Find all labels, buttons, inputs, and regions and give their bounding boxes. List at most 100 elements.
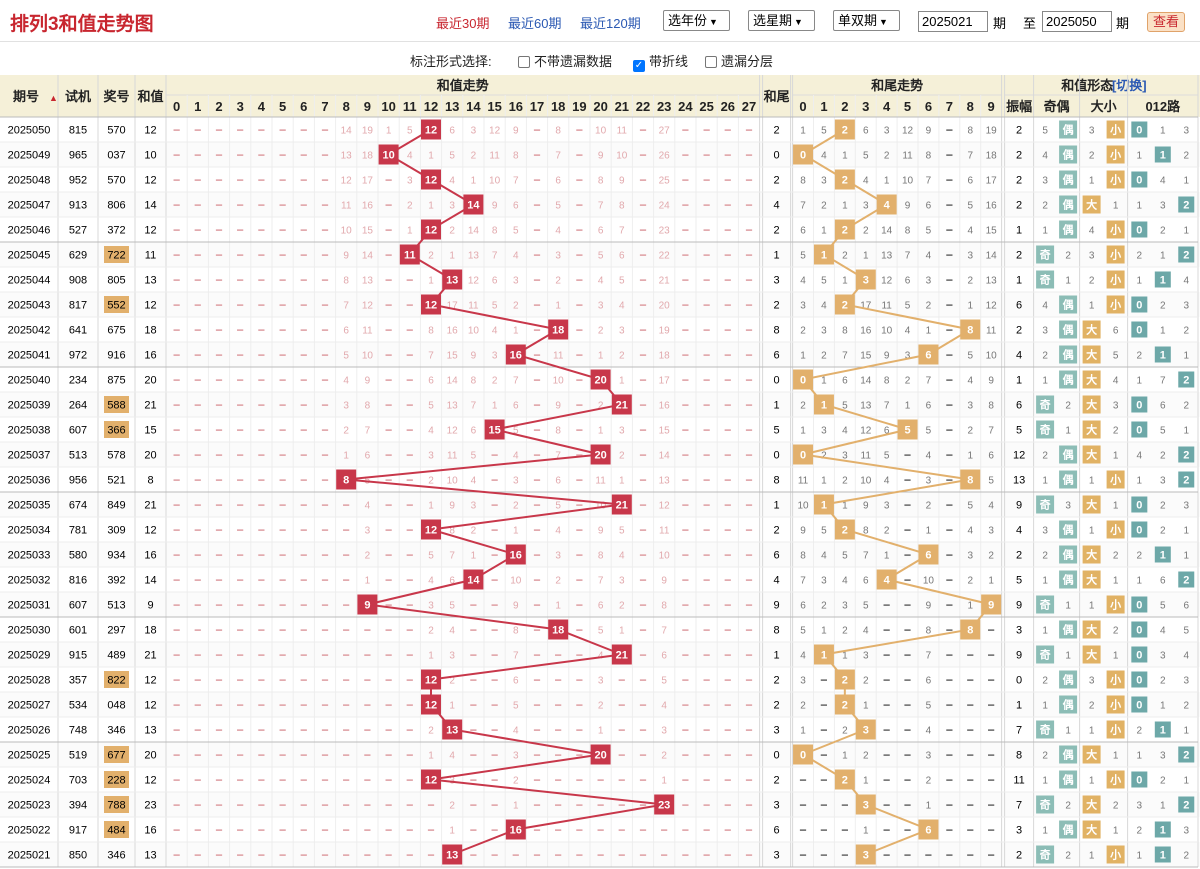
- tail-omission: 2: [967, 426, 973, 437]
- route-omission: 5: [1160, 601, 1166, 612]
- tail-marker-label: 1: [821, 400, 827, 412]
- sum-omission: ━: [724, 551, 732, 562]
- sum-omission: ━: [703, 326, 711, 337]
- draw-cell: 722: [107, 250, 125, 262]
- sum-omission: 1: [407, 226, 413, 237]
- trial-cell: 913: [69, 200, 87, 212]
- sum-omission: 22: [659, 251, 671, 262]
- sum-omission: ━: [300, 626, 308, 637]
- sum-omission: 17: [362, 176, 374, 187]
- sum-marker-label: 12: [425, 675, 437, 687]
- sum-marker: [484, 419, 505, 440]
- tail-omission: ━: [904, 801, 912, 812]
- size-omission: 1: [1113, 751, 1119, 762]
- odd-even-marker: [1059, 470, 1078, 489]
- from-period-input[interactable]: 2025021: [918, 11, 988, 32]
- trial-cell: 519: [69, 750, 87, 762]
- header-period[interactable]: 期号: [13, 89, 39, 104]
- period-cell: 2025035: [8, 500, 51, 512]
- sum-omission: ━: [491, 476, 499, 487]
- sum-marker-label: 12: [425, 300, 437, 312]
- size-label: 小: [1109, 473, 1121, 487]
- range-link-60[interactable]: 最近60期: [508, 16, 562, 31]
- year-select[interactable]: 选年份 ▼: [663, 10, 730, 31]
- tail-marker: [855, 719, 876, 740]
- sort-arrows-icon[interactable]: ▲: [49, 93, 58, 103]
- sum-omission: ━: [321, 201, 329, 212]
- tail-omission: 7: [800, 201, 806, 212]
- tail-marker-label: 0: [800, 750, 806, 762]
- to-period-input[interactable]: 2025050: [1042, 11, 1112, 32]
- range-link-120[interactable]: 最近120期: [580, 16, 641, 31]
- draw-cell: 875: [107, 375, 125, 387]
- sum-omission: 7: [513, 376, 519, 387]
- odd-even-marker: [1059, 670, 1078, 689]
- sum-omission: ━: [724, 851, 732, 862]
- odd-even-period-select[interactable]: 单双期 ▼: [833, 10, 900, 31]
- odd-even-marker: [1059, 545, 1078, 564]
- sum-omission: ━: [554, 801, 562, 812]
- sum-omission: ━: [385, 476, 393, 487]
- tail-omission: ━: [987, 776, 995, 787]
- tail-omission: 3: [884, 501, 890, 512]
- sum-omission: ━: [491, 701, 499, 712]
- sum-omission: ━: [279, 251, 287, 262]
- view-button[interactable]: 查看: [1147, 12, 1185, 32]
- sum-marker: [378, 144, 399, 165]
- sum-omission: 13: [447, 401, 459, 412]
- tail-marker-label: 3: [863, 850, 869, 862]
- sum-omission: ━: [406, 326, 414, 337]
- switch-link[interactable]: [切换]: [1112, 78, 1147, 93]
- tail-marker-label: 2: [842, 125, 848, 137]
- sum-omission: ━: [703, 826, 711, 837]
- sum-marker: [421, 769, 441, 790]
- sum-omission: ━: [300, 651, 308, 662]
- sum-omission: ━: [215, 176, 223, 187]
- period-cell: 2025046: [8, 225, 51, 237]
- tail-omission: 1: [967, 301, 973, 312]
- sum-omission: 4: [428, 426, 434, 437]
- weekday-select[interactable]: 选星期 ▼: [748, 10, 815, 31]
- sum-omission: 6: [428, 376, 434, 387]
- sum-omission: ━: [724, 426, 732, 437]
- sum-omission: ━: [194, 426, 202, 437]
- checkbox-icon[interactable]: [518, 56, 530, 68]
- amplitude-cell: 5: [1016, 575, 1022, 587]
- sum-omission: ━: [194, 551, 202, 562]
- sum-omission: ━: [639, 626, 647, 637]
- sum-marker-label: 12: [425, 125, 437, 137]
- sum-omission: ━: [618, 851, 626, 862]
- sum-omission: 9: [343, 251, 349, 262]
- sum-omission: 15: [447, 351, 459, 362]
- sum-omission: ━: [724, 376, 732, 387]
- tail-omission: 10: [860, 476, 872, 487]
- sum-omission: ━: [300, 826, 308, 837]
- sum-omission: ━: [703, 126, 711, 137]
- sum-omission: ━: [194, 676, 202, 687]
- option-no-omission[interactable]: 不带遗漏数据: [518, 51, 612, 70]
- option-layered[interactable]: 遗漏分层: [705, 51, 773, 70]
- sum-omission: ━: [703, 676, 711, 687]
- checkbox-icon[interactable]: [705, 56, 717, 68]
- sum-omission: ━: [215, 201, 223, 212]
- sum-omission: ━: [215, 151, 223, 162]
- option-with-line[interactable]: ✓ 带折线: [633, 54, 689, 72]
- tail-cell: 5: [774, 425, 780, 437]
- sum-omission: 11: [341, 201, 352, 212]
- size-omission: 1: [1089, 301, 1095, 312]
- range-link-30[interactable]: 最近30期: [436, 16, 490, 31]
- amplitude-cell: 2: [1016, 175, 1022, 187]
- sum-omission: 6: [343, 326, 349, 337]
- sum-omission: ━: [618, 776, 626, 787]
- period-cell: 2025042: [8, 325, 51, 337]
- sum-omission: ━: [385, 701, 393, 712]
- tail-omission: 3: [967, 401, 973, 412]
- header-sum-col-8: 8: [343, 99, 350, 114]
- sum-omission: ━: [724, 276, 732, 287]
- sum-omission: 6: [619, 251, 625, 262]
- tail-marker: [981, 594, 1002, 615]
- sum-omission: 17: [447, 301, 459, 312]
- sum-marker: [611, 644, 632, 665]
- table-row: [0, 717, 1200, 742]
- checkbox-checked-icon[interactable]: ✓: [633, 60, 645, 72]
